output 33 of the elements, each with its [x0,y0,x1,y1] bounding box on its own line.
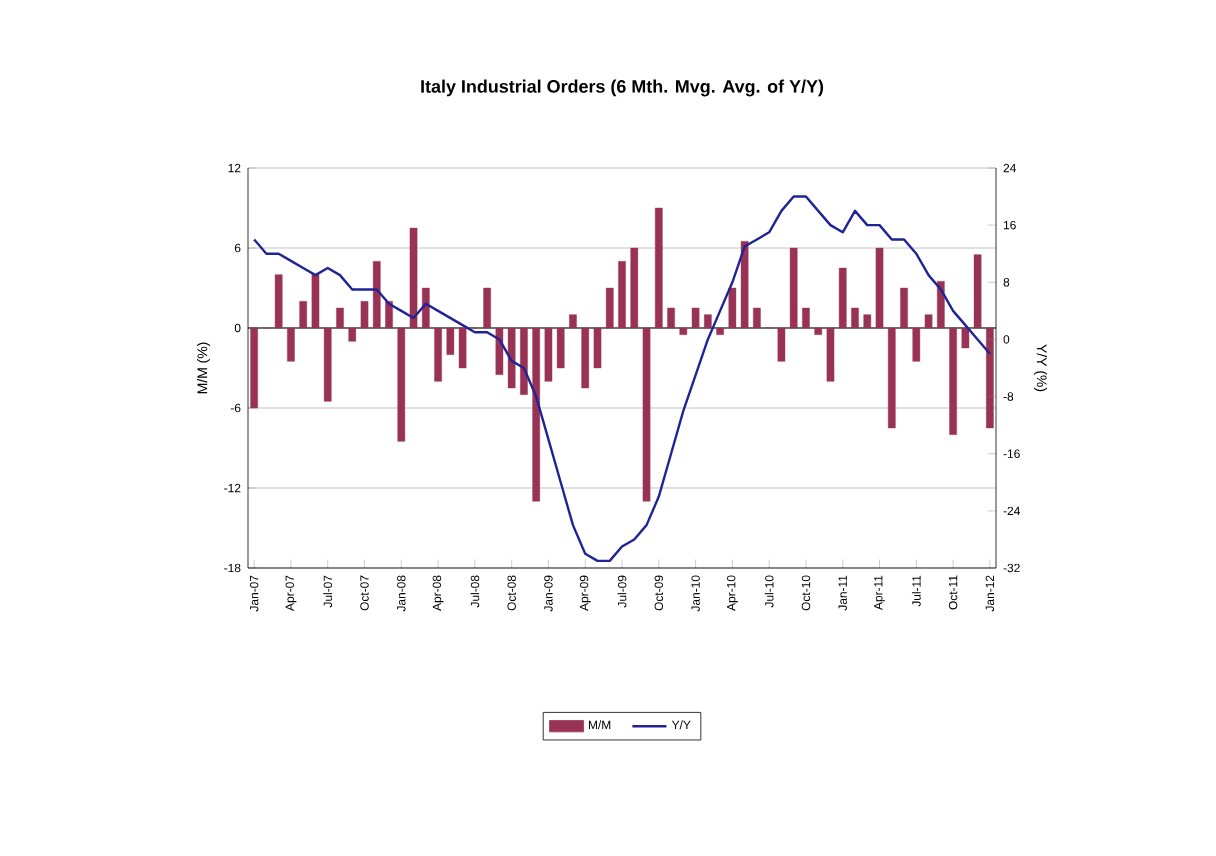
bar [274,274,283,329]
bar [593,327,602,369]
bar [618,261,626,329]
bar [581,327,590,389]
bar [704,314,712,329]
bar [605,287,614,329]
bar [287,327,295,362]
bar [851,307,859,329]
bar [422,287,430,329]
bar [667,307,675,329]
bar [986,327,994,429]
chart-title: Italy Industrial Orders (6 Mth. Mvg. Avg. of Y/Y) [421,79,824,97]
bar [532,327,540,502]
bar [434,327,442,382]
bar [336,307,344,329]
bar [802,307,810,329]
bar [483,287,491,329]
bar [372,261,381,329]
bar [716,327,724,335]
bar [385,301,393,329]
bar [949,327,957,435]
bar [655,207,663,329]
bar [937,281,945,329]
bar [900,287,908,329]
bar [299,301,307,329]
bar [250,327,258,409]
bar [814,327,823,335]
bar [348,327,357,342]
bar [569,314,577,329]
bar [520,327,528,395]
bar [360,301,369,329]
bar [887,327,896,429]
bar [753,307,761,329]
